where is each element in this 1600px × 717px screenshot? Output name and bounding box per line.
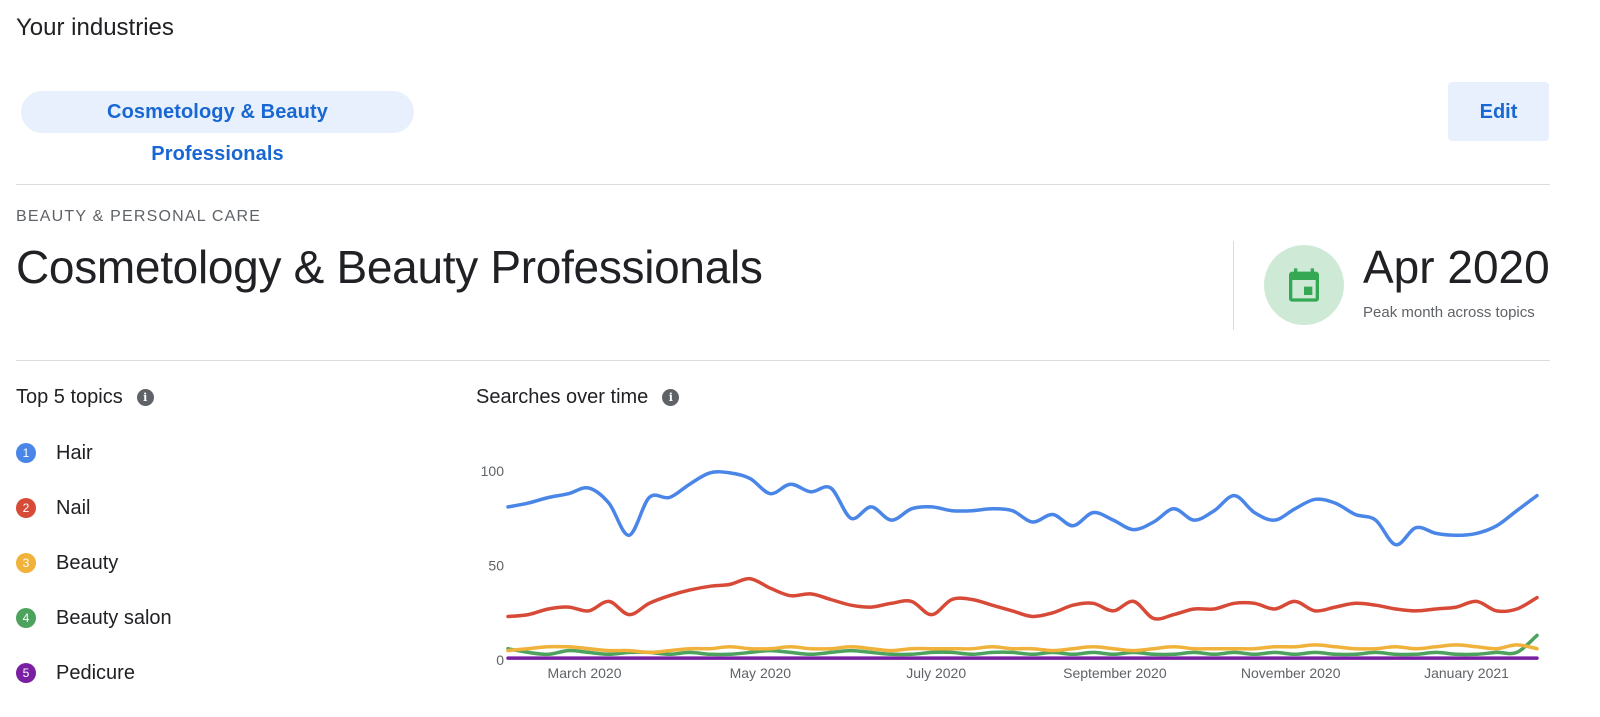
industry-name: Cosmetology & Beauty Professionals: [16, 241, 763, 293]
topics-heading-label: Top 5 topics: [16, 386, 123, 408]
topic-item-beauty-salon: 4 Beauty salon: [16, 603, 172, 633]
topic-item-pedicure: 5 Pedicure: [16, 658, 135, 688]
series-line-nail: [506, 576, 1539, 621]
topic-rank-badge: 1: [16, 443, 36, 463]
searches-chart: 0 50 100 March 2020 May 2020 July 2020 Septemb…: [481, 463, 1539, 681]
topic-rank-badge: 2: [16, 498, 36, 518]
y-tick-label: 50: [488, 558, 504, 574]
divider: [16, 184, 1550, 185]
topic-rank-badge: 5: [16, 663, 36, 683]
calendar-icon: [1264, 245, 1344, 325]
peak-month: Apr 2020: [1363, 241, 1550, 293]
topic-label: Beauty: [56, 551, 119, 574]
x-tick-label: May 2020: [730, 665, 792, 681]
industry-chip[interactable]: Cosmetology & Beauty Professionals: [21, 91, 414, 165]
y-tick-label: 0: [496, 652, 504, 668]
topic-rank-badge: 3: [16, 553, 36, 573]
x-tick-label: January 2021: [1424, 665, 1509, 681]
peak-month-label: Peak month across topics: [1363, 304, 1535, 321]
topic-label: Pedicure: [56, 661, 135, 684]
x-tick-label: July 2020: [906, 665, 966, 681]
info-icon[interactable]: i: [662, 389, 680, 406]
topic-rank-badge: 4: [16, 608, 36, 628]
topic-item-beauty: 3 Beauty: [16, 548, 118, 578]
divider: [16, 360, 1550, 361]
series-line-hair: [506, 470, 1539, 547]
vertical-divider: [1233, 241, 1234, 330]
searches-heading-label: Searches over time: [476, 386, 649, 408]
industry-category: BEAUTY & PERSONAL CARE: [16, 208, 262, 225]
x-tick-label: November 2020: [1241, 665, 1341, 681]
topic-item-hair: 1 Hair: [16, 438, 93, 468]
topic-label: Nail: [56, 496, 91, 519]
series-line-beauty: [506, 643, 1539, 655]
topic-label: Beauty salon: [56, 606, 172, 629]
searches-heading: Searches over time i: [476, 386, 680, 409]
x-tick-label: March 2020: [548, 665, 622, 681]
topics-heading: Top 5 topics i: [16, 386, 154, 409]
y-tick-label: 100: [481, 463, 505, 479]
page-title: Your industries: [16, 14, 174, 41]
x-tick-label: September 2020: [1063, 665, 1167, 681]
edit-button[interactable]: Edit: [1448, 82, 1549, 141]
topic-item-nail: 2 Nail: [16, 493, 90, 523]
topic-label: Hair: [56, 441, 93, 464]
info-icon[interactable]: i: [136, 389, 154, 406]
series-line-beauty-salon: [506, 633, 1539, 657]
